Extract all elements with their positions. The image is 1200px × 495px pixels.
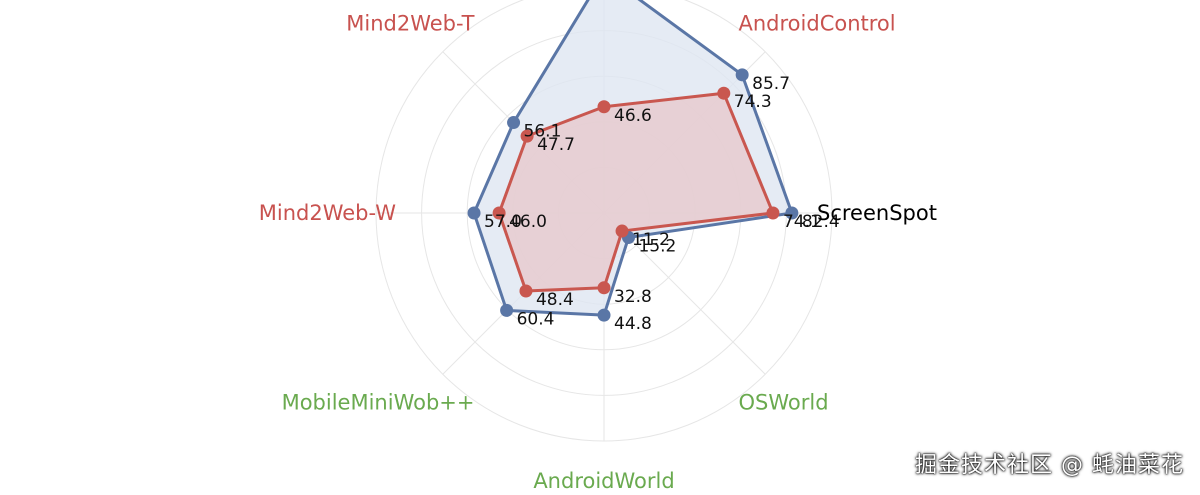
data-point xyxy=(785,206,799,220)
value-label: 48.4 xyxy=(536,290,574,310)
data-point xyxy=(519,284,533,298)
radar-markers xyxy=(467,68,799,322)
watermark: 掘金技术社区 @ 蚝油菜花 xyxy=(915,453,1184,478)
value-label: 74.1 xyxy=(783,212,821,232)
data-point xyxy=(735,68,749,82)
axis-label: Mind2Web-T xyxy=(346,11,474,35)
value-label: 15.2 xyxy=(639,237,677,257)
value-label: 46.0 xyxy=(509,212,547,232)
axis-label: ScreenSpot xyxy=(817,201,937,225)
value-label: 56.1 xyxy=(524,122,562,142)
axis-label: AndroidWorld xyxy=(533,469,674,493)
data-point xyxy=(597,308,611,322)
value-label: 85.7 xyxy=(752,74,790,94)
axis-label: Mind2Web-W xyxy=(259,201,396,225)
value-label: 11.2 xyxy=(632,230,670,250)
data-point xyxy=(766,206,780,220)
value-label: 32.8 xyxy=(614,287,652,307)
data-point xyxy=(615,224,629,238)
axis-label: AndroidControl xyxy=(739,11,896,35)
value-label: 46.6 xyxy=(614,106,652,126)
axis-labels: ScreenSpot AndroidControl Mind2Web-T Mind2W… xyxy=(259,11,937,493)
value-label: 74.3 xyxy=(734,92,772,112)
radar-series xyxy=(472,0,794,317)
value-label: 60.4 xyxy=(517,309,555,329)
axis-label: MobileMiniWob++ xyxy=(282,391,475,415)
value-label: 47.7 xyxy=(537,135,575,155)
data-point xyxy=(597,281,611,295)
axis-label: OSWorld xyxy=(739,391,829,415)
value-label: 82.4 xyxy=(802,212,840,232)
data-point xyxy=(500,303,514,317)
data-point xyxy=(467,206,481,220)
value-labels: 82.4 85.7 56.1 57.0 60.4 44.8 15.2 74.1 74.3 46.6… xyxy=(484,74,840,334)
data-point xyxy=(520,129,534,143)
data-point xyxy=(717,86,731,100)
data-point xyxy=(597,100,611,114)
data-point xyxy=(492,206,506,220)
value-label: 44.8 xyxy=(614,314,652,334)
data-point xyxy=(507,116,521,130)
value-label: 57.0 xyxy=(484,212,522,232)
